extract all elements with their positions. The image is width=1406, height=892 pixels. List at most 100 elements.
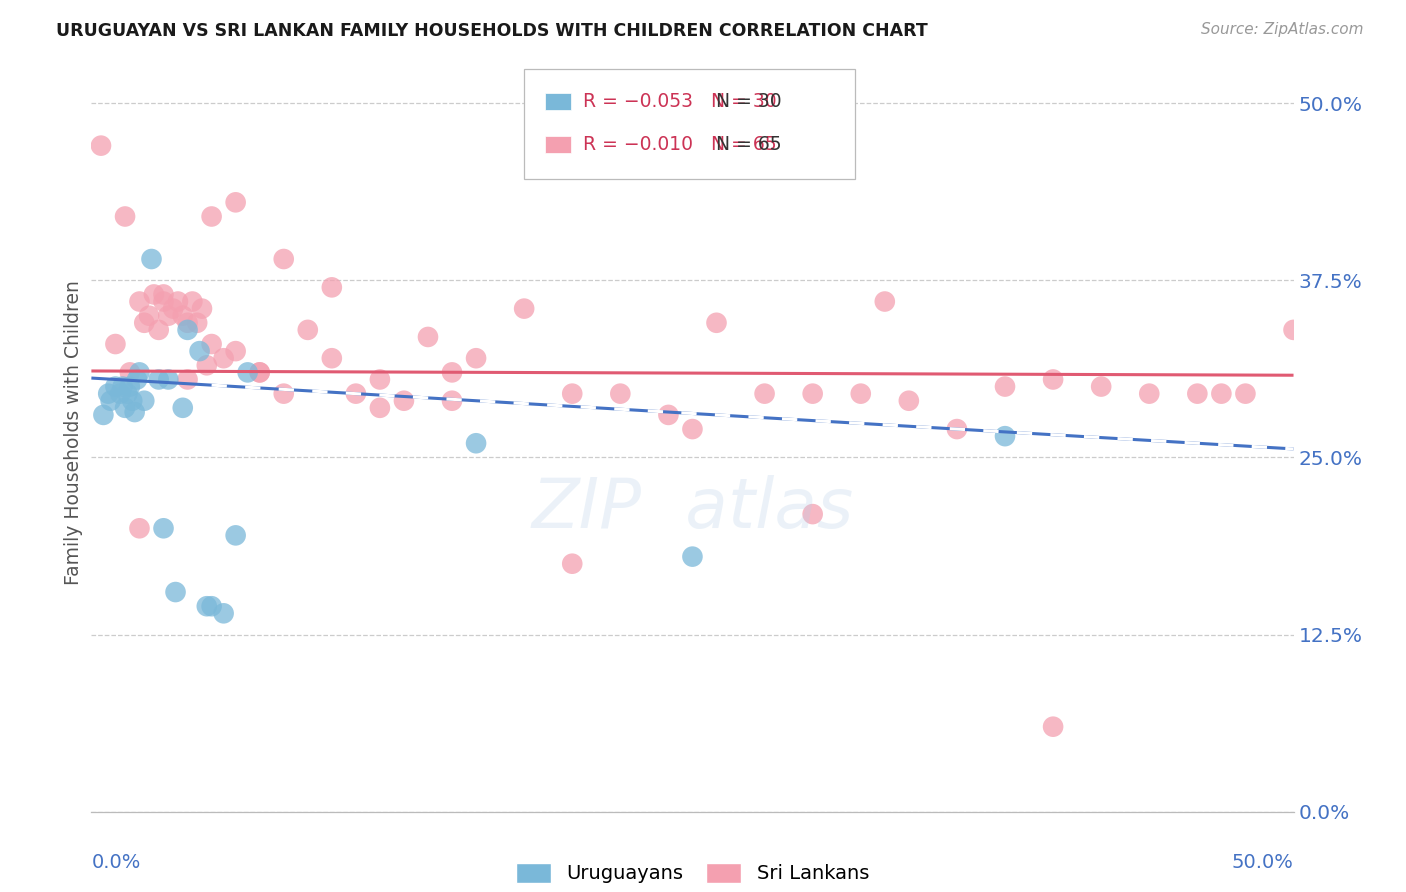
Point [297,323,319,337]
Point [157,372,180,386]
Point [236,365,259,379]
Point [225,528,247,542]
Point [141,252,163,266]
Point [152,294,174,309]
Point [392,393,415,408]
Point [124,405,146,419]
Point [465,436,488,450]
Point [801,507,824,521]
Point [201,599,224,614]
Point [117,386,139,401]
Point [186,316,208,330]
Point [416,330,439,344]
Point [801,386,824,401]
Point [212,351,235,366]
Text: ZIP  atlas: ZIP atlas [531,475,853,542]
Point [165,585,187,599]
Point [176,316,198,330]
FancyBboxPatch shape [544,93,571,110]
Point [114,401,136,415]
Point [125,372,148,386]
Point [152,287,174,301]
Point [181,294,204,309]
Point [849,386,872,401]
Point [754,386,776,401]
Point [368,372,391,386]
Point [121,393,143,408]
Point [134,393,156,408]
Point [465,351,488,366]
Point [172,401,194,415]
Point [162,301,184,316]
Point [946,422,969,436]
Point [167,294,190,309]
Point [176,372,198,386]
Point [104,337,127,351]
Text: 0.0%: 0.0% [91,854,141,872]
Point [994,379,1017,393]
Point [249,365,271,379]
Text: R = −0.053   N = 30: R = −0.053 N = 30 [583,92,776,111]
Point [609,386,631,401]
Point [128,294,150,309]
Text: Source: ZipAtlas.com: Source: ZipAtlas.com [1201,22,1364,37]
Point [873,294,896,309]
Point [195,599,218,614]
Point [513,301,536,316]
Point [1042,372,1064,386]
Point [1137,386,1160,401]
Point [561,386,583,401]
FancyBboxPatch shape [544,136,571,153]
Point [212,607,235,621]
Point [176,323,198,337]
Point [128,521,150,535]
Point [201,210,224,224]
Text: URUGUAYAN VS SRI LANKAN FAMILY HOUSEHOLDS WITH CHILDREN CORRELATION CHART: URUGUAYAN VS SRI LANKAN FAMILY HOUSEHOLD… [56,22,928,40]
Point [97,386,120,401]
Point [321,280,343,294]
Point [225,344,247,359]
Point [681,422,703,436]
Point [273,386,295,401]
Point [1234,386,1257,401]
Text: 50.0%: 50.0% [1232,854,1294,872]
FancyBboxPatch shape [524,69,855,178]
Point [172,309,194,323]
Point [994,429,1017,443]
Point [93,408,115,422]
Point [90,138,112,153]
Point [118,365,141,379]
Point [706,316,728,330]
Point [273,252,295,266]
Text: N = 30: N = 30 [717,92,782,111]
Point [440,365,463,379]
Point [321,351,343,366]
Point [128,365,150,379]
Point [897,393,920,408]
Point [110,386,132,401]
Point [249,365,271,379]
Point [344,386,367,401]
Point [142,287,165,301]
Point [1282,323,1305,337]
Point [138,309,160,323]
Point [195,359,218,373]
Point [681,549,703,564]
Point [134,316,156,330]
Point [201,337,224,351]
Point [188,344,211,359]
Point [440,393,463,408]
Point [148,323,170,337]
Point [111,379,134,393]
Point [1042,720,1064,734]
Point [368,401,391,415]
Point [1187,386,1209,401]
Point [152,521,174,535]
Y-axis label: Family Households with Children: Family Households with Children [65,280,83,585]
Point [1211,386,1233,401]
Text: R = −0.010   N = 65: R = −0.010 N = 65 [583,135,776,154]
Point [225,195,247,210]
Point [191,301,214,316]
Point [157,309,180,323]
Legend: Uruguayans, Sri Lankans: Uruguayans, Sri Lankans [510,857,875,889]
